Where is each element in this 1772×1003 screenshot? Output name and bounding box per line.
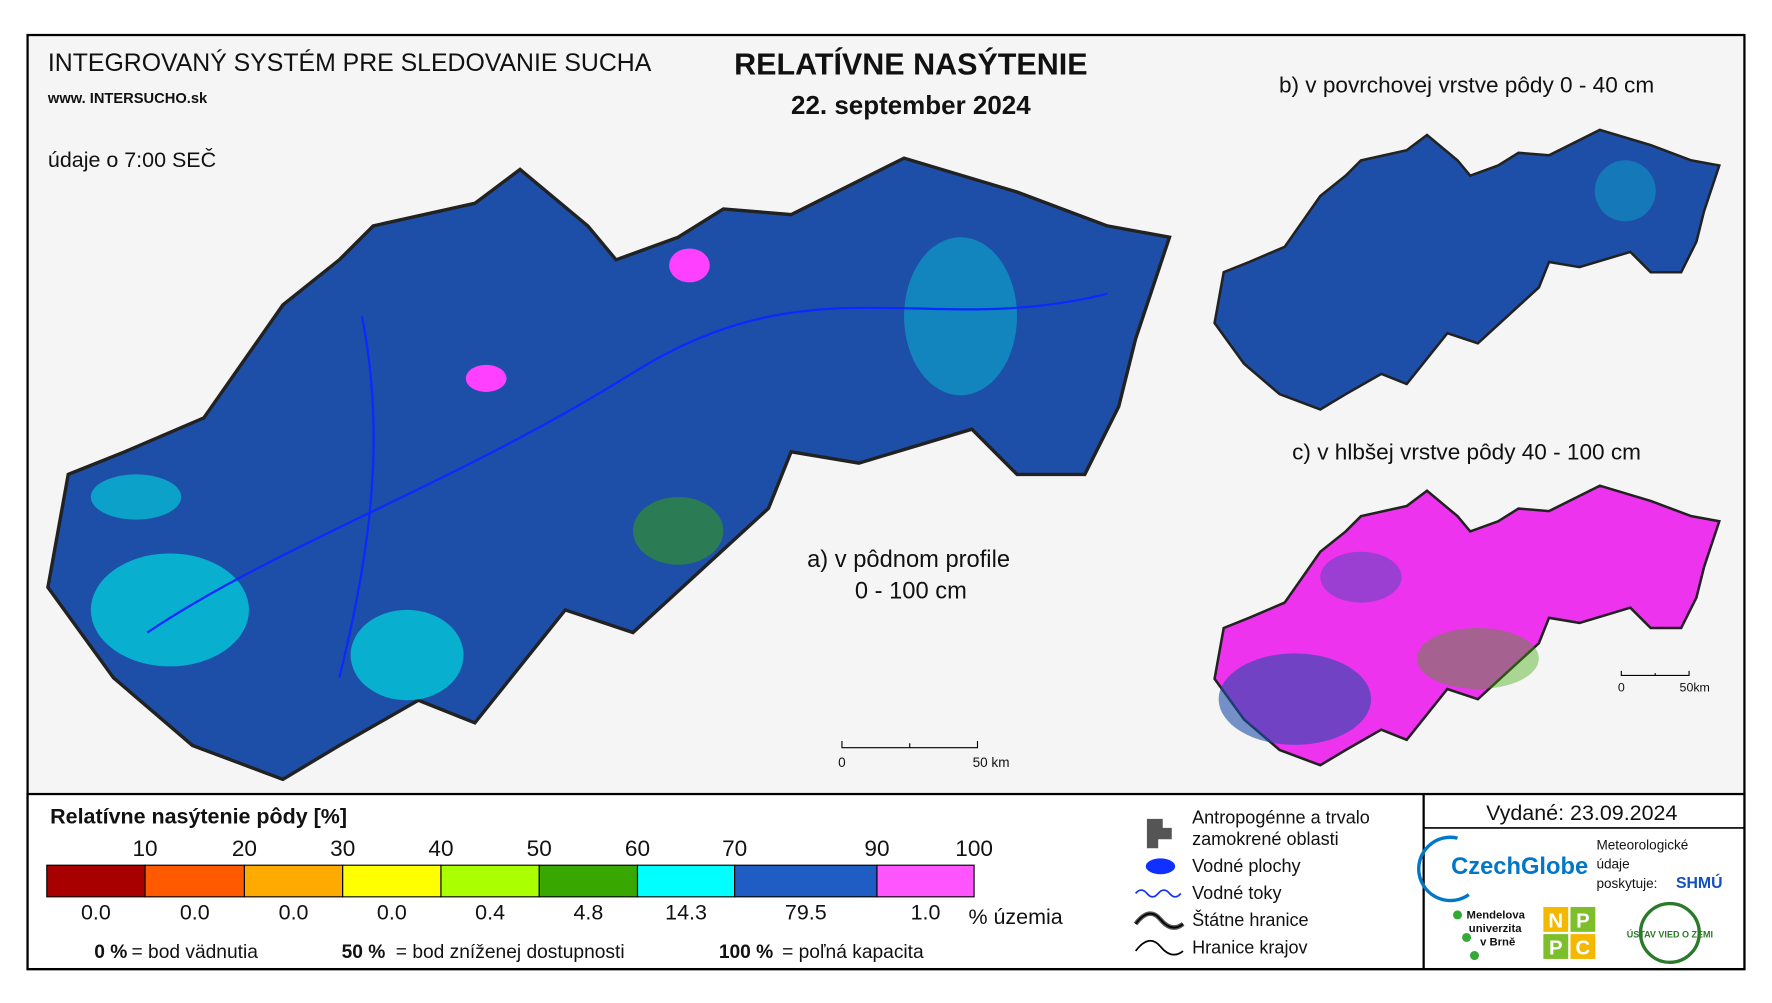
legend-share: 14.3 xyxy=(665,900,707,924)
nppc-letter: P xyxy=(1549,937,1563,959)
legend-share: 79.5 xyxy=(785,900,827,924)
note-meaning: = bod vädnutia xyxy=(131,942,258,963)
uvz-logo: ÚSTAV VIED O ZEMI xyxy=(1627,928,1713,939)
map-b xyxy=(1213,128,1721,411)
scale-end: 50 km xyxy=(973,755,1010,770)
legend-swatch xyxy=(243,864,344,898)
czechglobe-logo: CzechGlobe xyxy=(1451,854,1588,880)
system-name: INTEGROVANÝ SYSTÉM PRE SLEDOVANIE SUCHA xyxy=(48,50,652,77)
nppc-letter: C xyxy=(1576,937,1591,959)
map-a xyxy=(46,156,1172,782)
legend-scale: 0.0 0.0 0.0 0.0 0.4 4.8 14.3 79.5 1.0 10 20 30 40 50 6… xyxy=(46,836,993,924)
legend-threshold: 20 xyxy=(232,836,257,861)
legend-swatch xyxy=(440,864,540,898)
legend-swatch xyxy=(342,864,442,898)
website[interactable]: www. INTERSUCHO.sk xyxy=(47,91,208,107)
title: RELATÍVNE NASÝTENIE xyxy=(734,47,1087,82)
key-label: Štátne hranice xyxy=(1192,909,1308,930)
legend-threshold: 10 xyxy=(132,836,157,861)
meteo-text: údaje xyxy=(1596,857,1629,872)
legend-threshold: 70 xyxy=(722,836,747,861)
legend-threshold: 30 xyxy=(330,836,355,861)
legend-title: Relatívne nasýtenie pôdy [%] xyxy=(50,804,347,828)
scale-end: 50km xyxy=(1680,680,1710,694)
note-value: 100 % xyxy=(719,942,773,963)
mendel-text: Mendelova xyxy=(1467,909,1526,921)
legend-swatch xyxy=(144,864,246,898)
map-a-label: a) v pôdnom profile xyxy=(807,547,1010,573)
map-c xyxy=(1213,484,1721,767)
key-label: zamokrené oblasti xyxy=(1192,829,1339,849)
shmu-logo: SHMÚ xyxy=(1676,873,1723,892)
map-a-depth: 0 - 100 cm xyxy=(855,579,967,605)
nppc-letter: P xyxy=(1576,910,1590,932)
note-meaning: = bod zníženej dostupnosti xyxy=(396,942,625,963)
legend-threshold: 100 xyxy=(955,836,993,861)
key-label: Vodné toky xyxy=(1192,883,1281,903)
legend-share: 0.0 xyxy=(279,900,309,924)
legend-share: 1.0 xyxy=(911,900,941,924)
legend-threshold: 90 xyxy=(864,836,889,861)
date: 22. september 2024 xyxy=(791,90,1031,120)
meteo-text: poskytuje: xyxy=(1596,876,1657,891)
legend-share: 0.0 xyxy=(377,900,407,924)
legend-swatch xyxy=(538,864,639,898)
note-meaning: = poľná kapacita xyxy=(782,942,924,963)
issued: Vydané: 23.09.2024 xyxy=(1486,801,1677,825)
legend-threshold: 60 xyxy=(625,836,650,861)
legend-share: 0.4 xyxy=(475,900,505,924)
map-b-label: b) v povrchovej vrstve pôdy 0 - 40 cm xyxy=(1279,73,1654,98)
key-label: Antropogénne a trvalo xyxy=(1192,807,1370,827)
legend-share: 0.0 xyxy=(180,900,210,924)
time-note: údaje o 7:00 SEČ xyxy=(48,147,216,172)
key: Antropogénne a trvalo zamokrené oblasti … xyxy=(1133,807,1370,957)
mendel-text: univerzita xyxy=(1469,923,1522,935)
nppc-letter: N xyxy=(1548,910,1563,932)
mendel-text: v Brně xyxy=(1480,936,1515,948)
shares-unit: % územia xyxy=(968,905,1062,929)
key-label: Vodné plochy xyxy=(1192,856,1300,876)
legend-threshold: 40 xyxy=(428,836,453,861)
note-value: 0 % xyxy=(94,942,127,963)
legend-swatch xyxy=(636,864,736,898)
scale-start: 0 xyxy=(838,755,846,770)
legend-swatch xyxy=(46,864,146,898)
note-value: 50 % xyxy=(342,942,386,963)
legend-swatch xyxy=(734,864,878,898)
legend-share: 4.8 xyxy=(573,900,603,924)
scale-start: 0 xyxy=(1618,680,1625,694)
legend-share: 0.0 xyxy=(81,900,111,924)
legend-threshold: 50 xyxy=(527,836,552,861)
legend-swatch xyxy=(876,864,975,898)
key-label: Hranice krajov xyxy=(1192,937,1307,957)
map-c-label: c) v hlbšej vrstve pôdy 40 - 100 cm xyxy=(1292,440,1641,465)
meteo-text: Meteorologické xyxy=(1596,837,1688,852)
